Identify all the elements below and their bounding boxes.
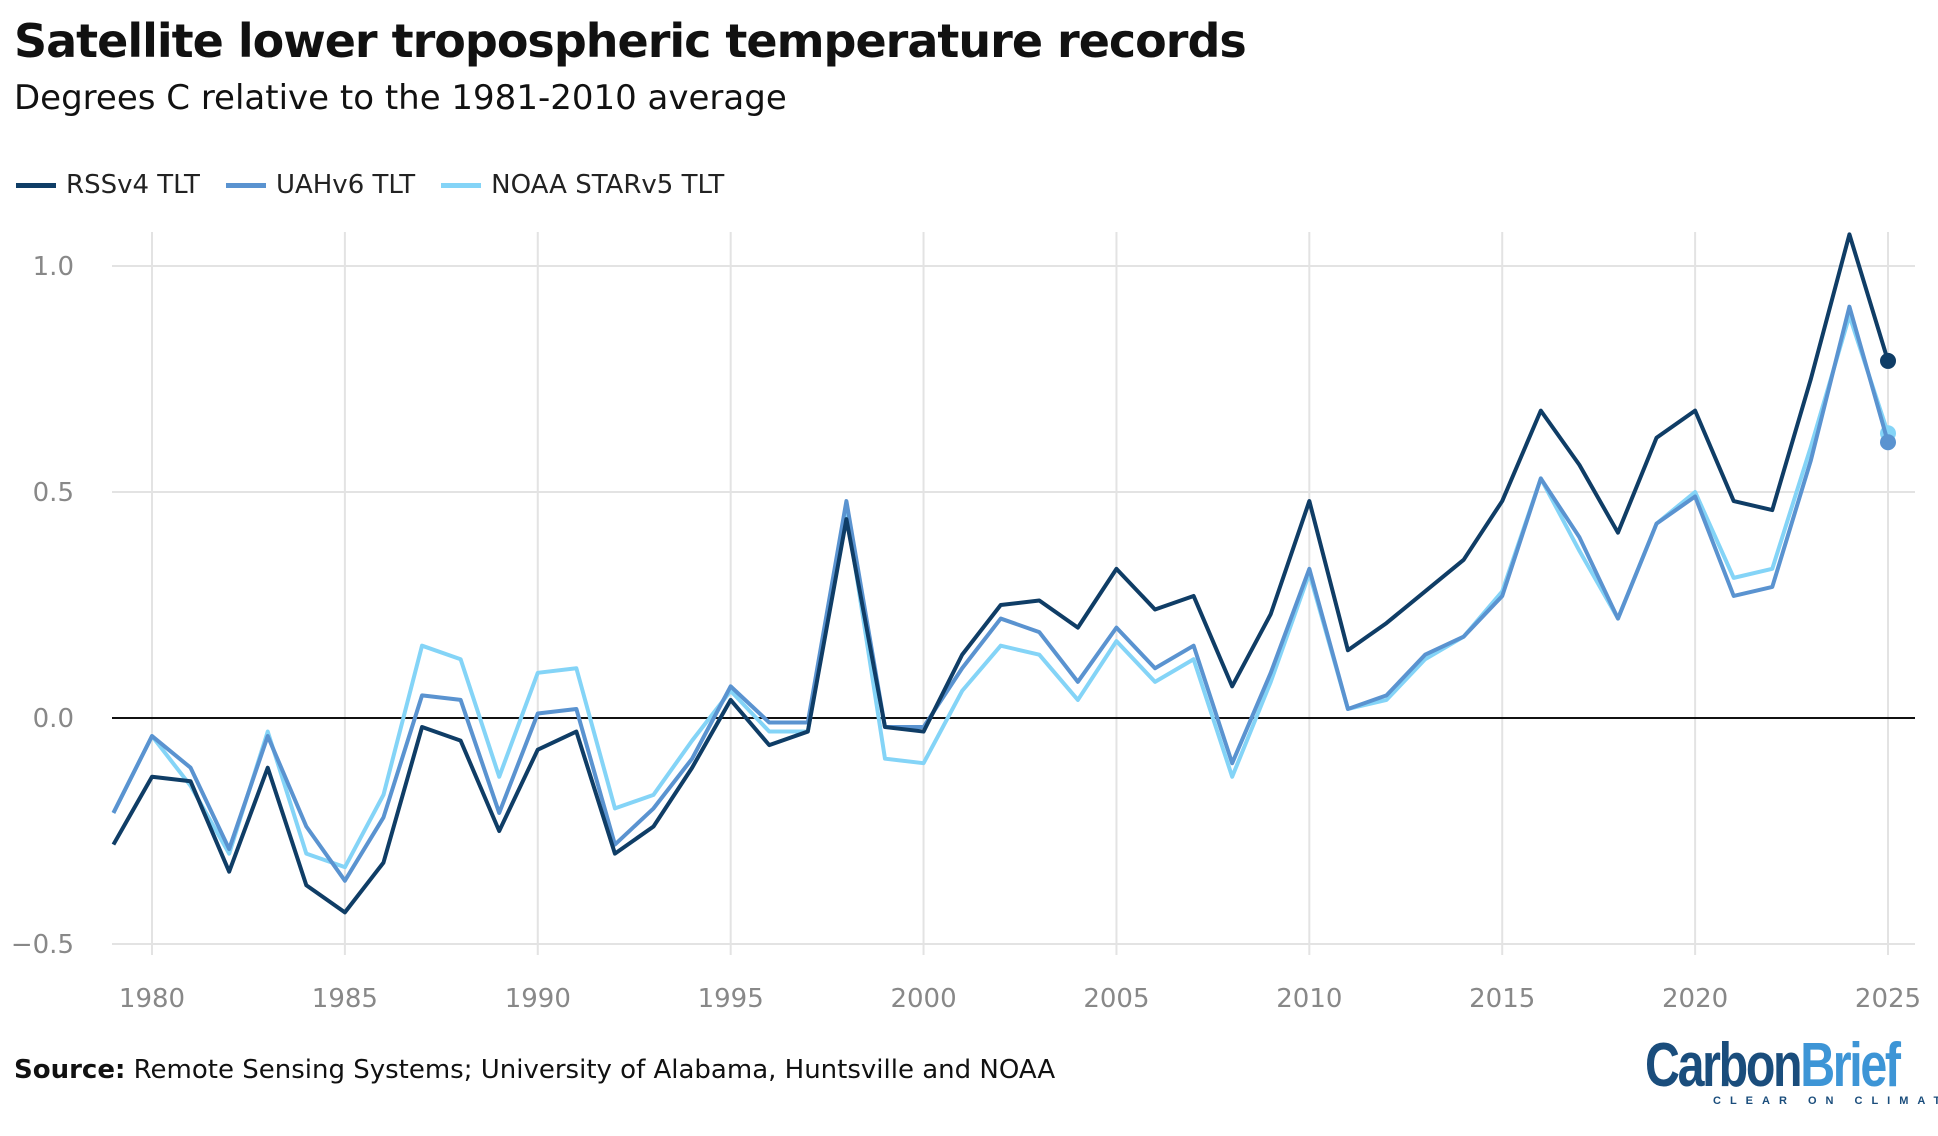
end-point-marker: [1880, 352, 1896, 369]
legend-swatch: [16, 182, 56, 188]
x-tick-label: 2010: [1276, 984, 1342, 1014]
source-text: Remote Sensing Systems; University of Al…: [125, 1055, 1056, 1085]
x-tick-label: 2005: [1083, 984, 1149, 1014]
x-tick-label: 1995: [698, 984, 764, 1014]
source-note: Source: Remote Sensing Systems; Universi…: [14, 1055, 1055, 1085]
legend-swatch: [225, 182, 266, 188]
source-label: Source:: [14, 1055, 126, 1085]
legend-item: NOAA STARv5 TLT: [441, 170, 724, 200]
legend-item: RSSv4 TLT: [16, 170, 200, 200]
end-point-marker: [1880, 434, 1896, 451]
x-tick-label: 1980: [119, 984, 185, 1014]
x-tick-label: 1985: [312, 984, 378, 1014]
legend-label: UAHv6 TLT: [275, 170, 416, 200]
series-line-noaa-starv5-tlt: [111, 313, 1890, 870]
legend-swatch: [441, 182, 482, 188]
y-tick-label: −0.5: [11, 930, 74, 960]
chart-subtitle: Degrees C relative to the 1981-2010 aver…: [14, 78, 787, 118]
legend-label: RSSv4 TLT: [66, 170, 200, 200]
x-tick-label: 1990: [505, 984, 571, 1014]
x-tick-label: 2025: [1855, 984, 1921, 1014]
x-tick-label: 2000: [890, 984, 956, 1014]
legend-label: NOAA STARv5 TLT: [491, 170, 725, 200]
y-tick-label: 0.0: [33, 704, 74, 734]
y-tick-label: 1.0: [33, 252, 74, 282]
x-tick-label: 2015: [1469, 984, 1535, 1014]
logo-part1: Carbon: [1645, 1031, 1803, 1100]
legend-item: UAHv6 TLT: [225, 170, 416, 200]
legend: RSSv4 TLT UAHv6 TLT NOAA STARv5 TLT: [16, 170, 724, 200]
carbon-brief-logo: CarbonBrief CLEAR ON CLIMATE: [1645, 1030, 1938, 1107]
x-tick-label: 2020: [1662, 984, 1728, 1014]
y-tick-label: 0.5: [33, 478, 74, 508]
series-line-rssv4-tlt: [111, 232, 1890, 915]
chart-title: Satellite lower tropospheric temperature…: [14, 14, 1247, 68]
logo-part2: Brief: [1800, 1031, 1901, 1100]
series-line-uahv6-tlt: [111, 304, 1890, 883]
logo-tagline: CLEAR ON CLIMATE: [1713, 1095, 1938, 1107]
